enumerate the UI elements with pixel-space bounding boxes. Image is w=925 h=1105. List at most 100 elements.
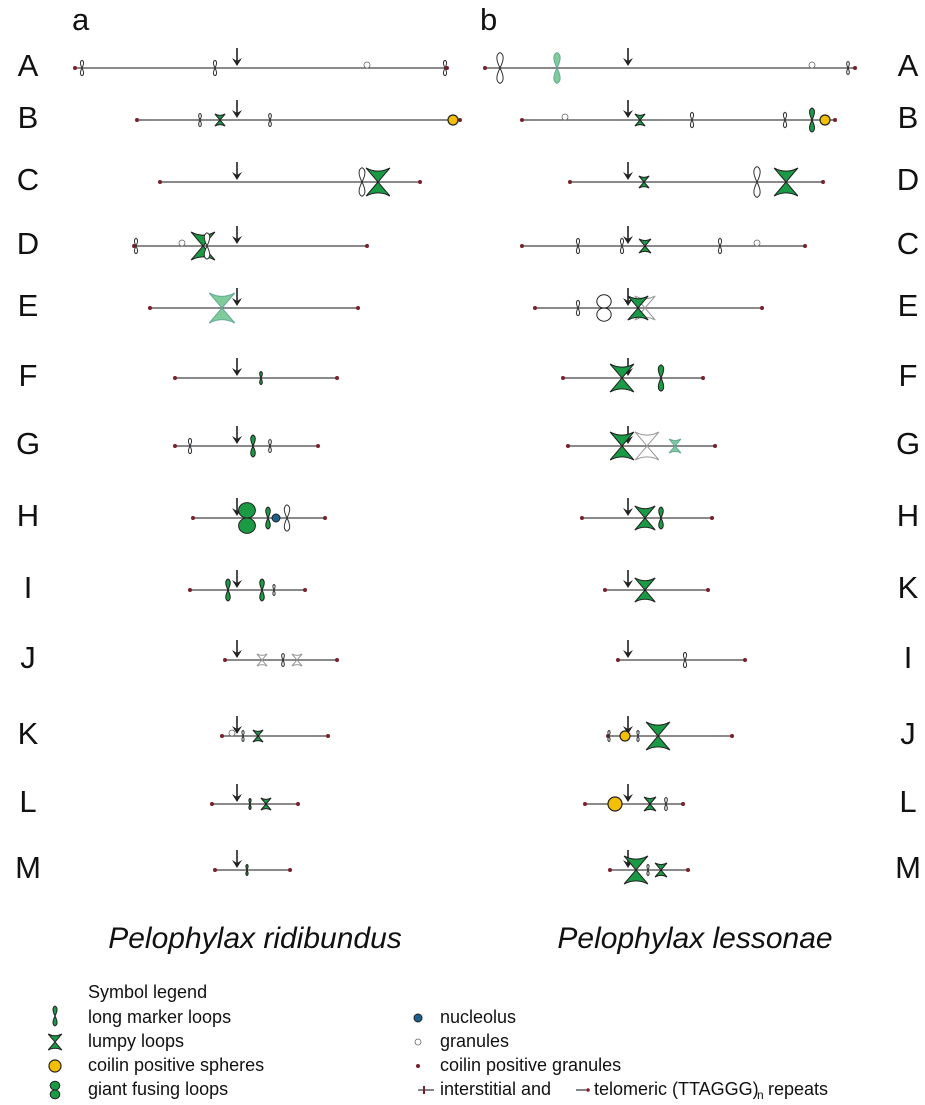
telomere <box>730 734 734 738</box>
marker-loop <box>658 365 663 378</box>
panel-label: b <box>480 2 497 37</box>
marker-loop <box>810 108 815 120</box>
row-label: K <box>18 716 39 751</box>
telomere <box>520 244 524 248</box>
telomere <box>760 306 764 310</box>
telomere <box>356 306 360 310</box>
row-label: L <box>19 784 36 819</box>
giant-loop <box>239 503 256 518</box>
coilin-sphere <box>448 115 458 125</box>
legend-item: repeats <box>768 1079 828 1099</box>
marker-loop <box>213 68 216 76</box>
row-label: K <box>898 570 919 605</box>
row-label: L <box>899 784 916 819</box>
legend-item: granules <box>440 1031 509 1051</box>
telomere <box>743 658 747 662</box>
telomere <box>608 868 612 872</box>
marker-loop <box>249 804 251 810</box>
marker-loop <box>266 518 271 529</box>
telomere <box>210 802 214 806</box>
marker-loop <box>576 300 579 308</box>
marker-loop <box>576 246 579 254</box>
giant-loop <box>239 518 256 533</box>
telomere <box>158 180 162 184</box>
legend-sub: n <box>757 1088 764 1102</box>
telomere <box>686 868 690 872</box>
marker-loop <box>690 120 693 128</box>
telomere <box>681 802 685 806</box>
telomere <box>213 868 217 872</box>
telomere <box>583 802 587 806</box>
row-label: I <box>24 570 33 605</box>
marker-loop <box>359 168 365 182</box>
telomere <box>710 516 714 520</box>
telomere <box>188 588 192 592</box>
telomere <box>566 444 570 448</box>
telomere <box>853 66 857 70</box>
marker-loop <box>260 579 265 590</box>
row-label: D <box>897 162 919 197</box>
telomere <box>580 516 584 520</box>
marker-loop <box>576 308 579 316</box>
marker-loop <box>260 590 265 601</box>
granule <box>754 240 760 246</box>
telomere <box>223 658 227 662</box>
marker-loop <box>251 446 256 457</box>
marker-loop <box>251 435 256 446</box>
marker-loop <box>554 68 560 83</box>
telomere <box>288 868 292 872</box>
marker-loop <box>659 507 664 518</box>
giant-loop <box>50 1081 60 1090</box>
telomere <box>520 118 524 122</box>
panel-label: a <box>72 2 90 37</box>
marker-loop <box>718 246 721 254</box>
marker-loop <box>754 182 760 197</box>
marker-loop <box>810 120 815 132</box>
marker-loop <box>273 590 275 596</box>
telomere <box>568 180 572 184</box>
telomere <box>326 734 330 738</box>
telomere <box>148 306 152 310</box>
telomere <box>335 376 339 380</box>
coilin-sphere <box>608 797 622 811</box>
legend-item: giant fusing loops <box>88 1079 228 1099</box>
marker-loop <box>847 68 850 75</box>
row-label: C <box>17 162 39 197</box>
legend-item: coilin positive spheres <box>88 1055 264 1075</box>
row-label: G <box>896 426 920 461</box>
marker-loop <box>226 579 231 590</box>
marker-loop <box>80 60 83 68</box>
marker-loop <box>718 238 721 246</box>
telomere <box>316 444 320 448</box>
marker-loop <box>260 378 263 385</box>
species-name: Pelophylax lessonae <box>557 922 832 955</box>
species-name: Pelophylax ridibundus <box>108 922 402 955</box>
telomere <box>365 244 369 248</box>
legend-title: Symbol legend <box>88 982 207 1002</box>
telomere <box>323 516 327 520</box>
giant-loop <box>597 308 611 321</box>
legend-symbol <box>586 1088 590 1092</box>
marker-loop <box>608 736 610 742</box>
telomere <box>191 516 195 520</box>
telomere <box>533 306 537 310</box>
legend-item: coilin positive granules <box>440 1055 621 1075</box>
marker-loop <box>282 660 285 667</box>
marker-loop <box>683 652 686 660</box>
marker-loop <box>284 518 289 531</box>
marker-loop <box>754 167 760 182</box>
marker-loop <box>284 505 289 518</box>
marker-loop <box>188 438 191 446</box>
legend-item: nucleolus <box>440 1007 516 1027</box>
telomere <box>173 376 177 380</box>
marker-loop <box>637 736 639 742</box>
marker-loop <box>620 246 623 254</box>
row-label: J <box>900 716 916 751</box>
marker-loop <box>647 870 649 876</box>
legend-item: telomeric (TTAGGG) <box>594 1079 759 1099</box>
marker-loop <box>269 120 272 127</box>
marker-loop <box>213 60 216 68</box>
granule <box>809 62 815 68</box>
marker-loop <box>199 120 202 127</box>
telomere <box>296 802 300 806</box>
